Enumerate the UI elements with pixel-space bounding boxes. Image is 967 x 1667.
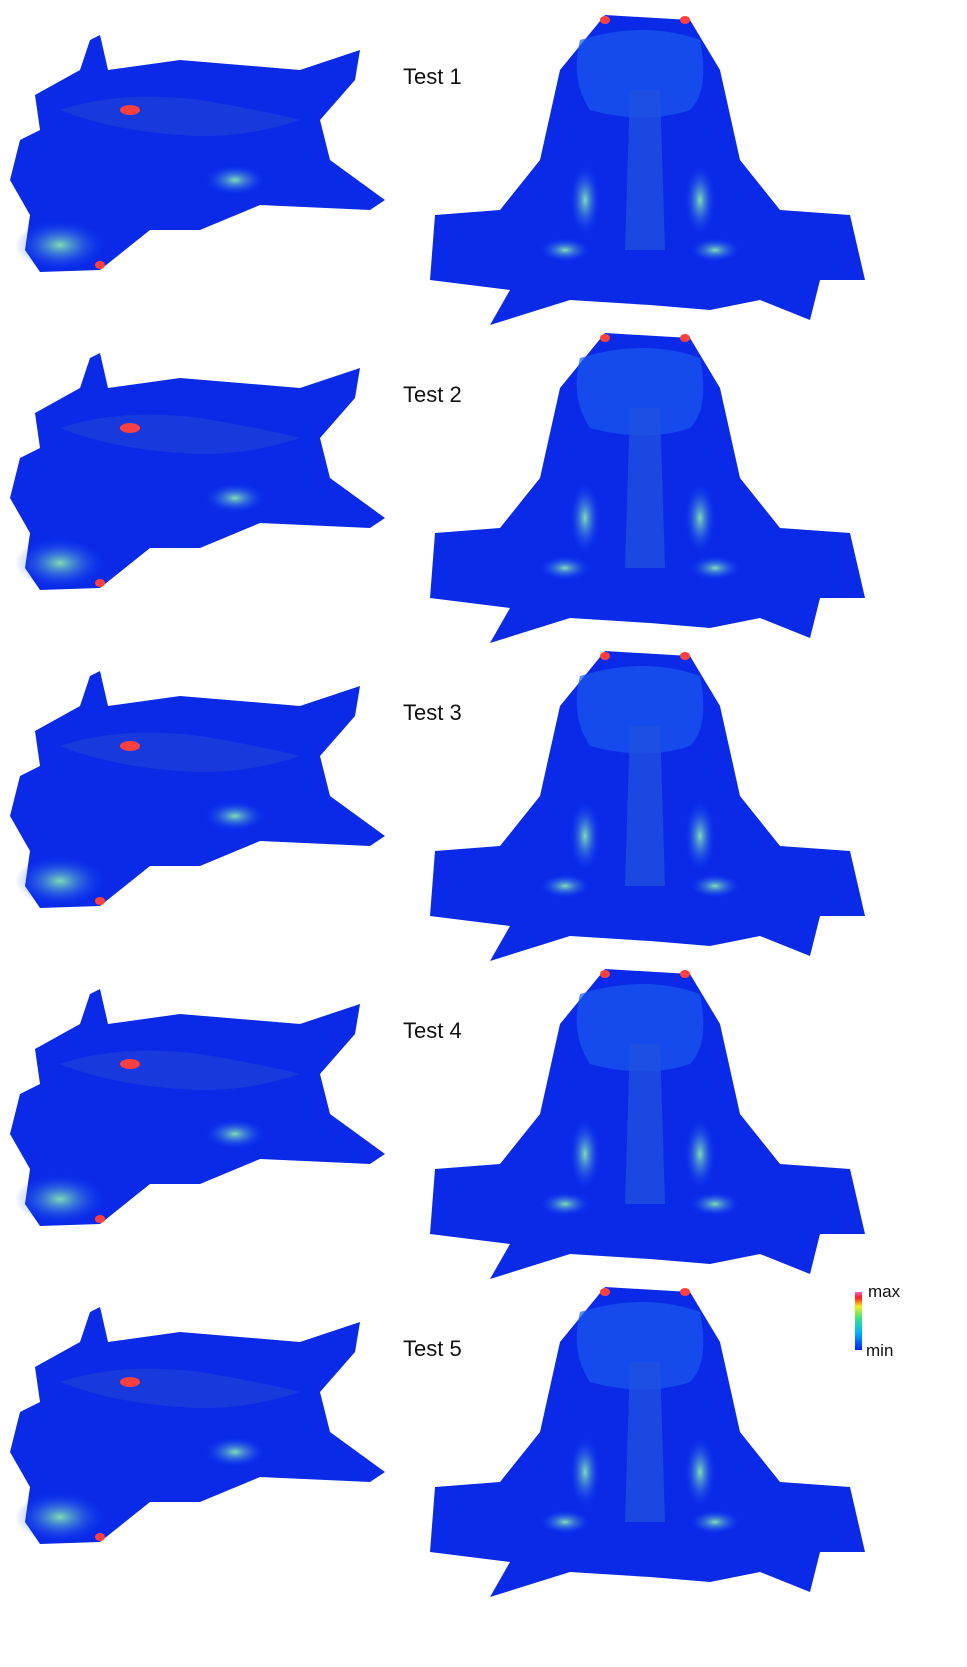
- legend-bar: [855, 1292, 862, 1350]
- lateral-view: [10, 989, 385, 1226]
- ventral-view: [430, 333, 865, 643]
- lateral-view: [10, 671, 385, 908]
- color-legend: max min: [855, 1282, 901, 1360]
- test-row: Test 1: [10, 15, 865, 325]
- ventral-view: [430, 651, 865, 961]
- test-label: Test 4: [403, 1018, 462, 1043]
- lateral-view: [10, 1307, 385, 1544]
- legend-min: min: [866, 1341, 893, 1360]
- lateral-view: [10, 35, 385, 272]
- test-label: Test 2: [403, 382, 462, 407]
- test-row: Test 5: [10, 1287, 865, 1597]
- panel-rows: Test 1 Test 2 Test 3 Test 4 Test 5: [10, 15, 865, 1597]
- test-row: Test 3: [10, 651, 865, 961]
- test-row: Test 4: [10, 969, 865, 1279]
- legend-max: max: [868, 1282, 901, 1301]
- test-row: Test 2: [10, 333, 865, 643]
- test-label: Test 5: [403, 1336, 462, 1361]
- test-label: Test 3: [403, 700, 462, 725]
- lateral-view: [10, 353, 385, 590]
- ventral-view: [430, 1287, 865, 1597]
- ventral-view: [430, 969, 865, 1279]
- test-label: Test 1: [403, 64, 462, 89]
- ventral-view: [430, 15, 865, 325]
